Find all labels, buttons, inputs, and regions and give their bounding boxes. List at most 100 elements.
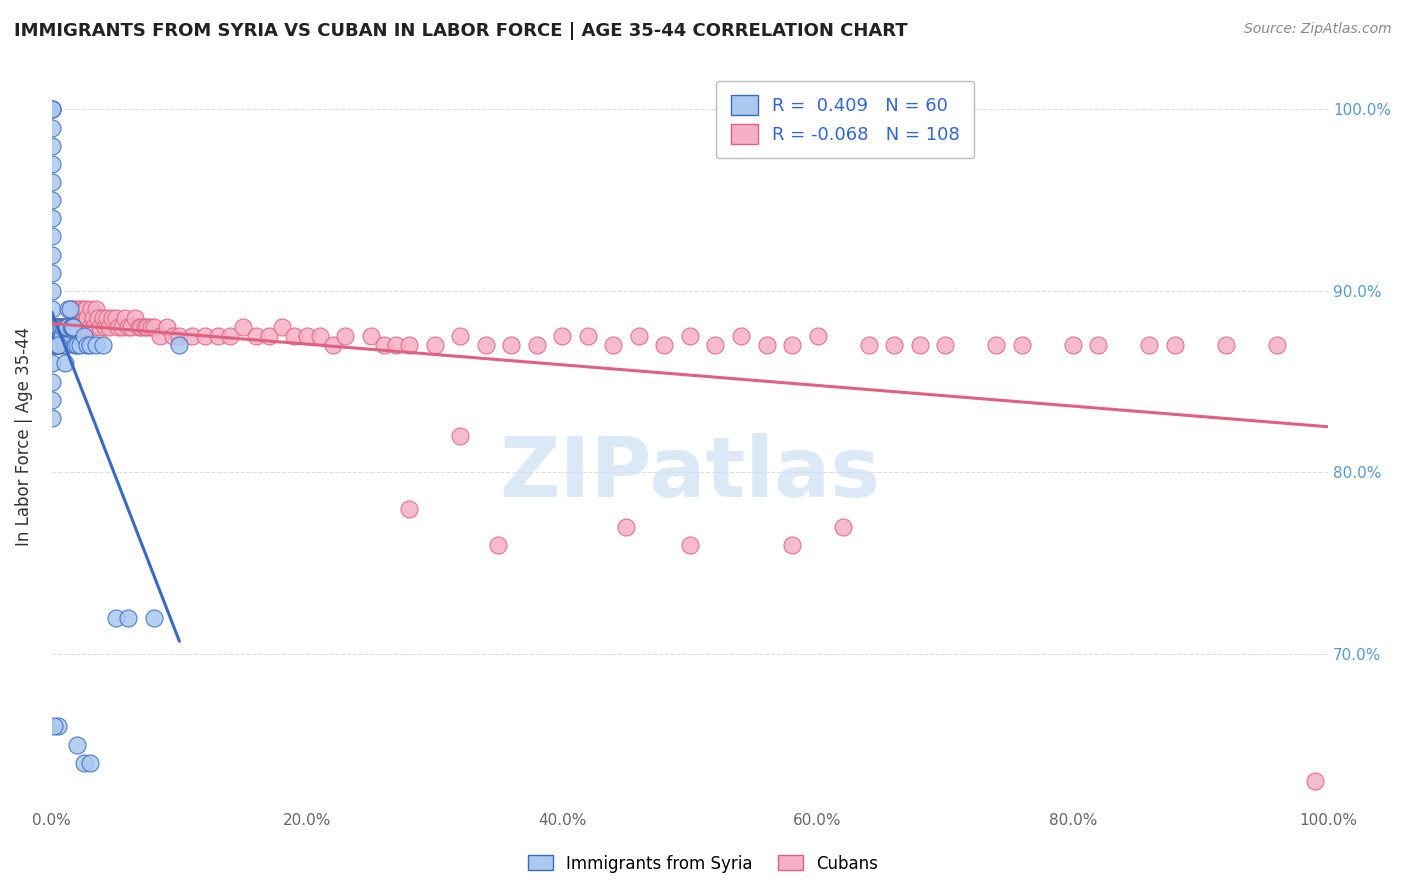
Point	[245, 329, 267, 343]
Point	[1305, 773, 1327, 788]
Point	[449, 429, 471, 443]
Point	[614, 520, 637, 534]
Point	[46, 320, 69, 334]
Point	[98, 320, 121, 334]
Point	[89, 320, 111, 334]
Point	[474, 338, 496, 352]
Legend: Immigrants from Syria, Cubans: Immigrants from Syria, Cubans	[522, 848, 884, 880]
Point	[46, 338, 69, 352]
Point	[149, 329, 172, 343]
Point	[80, 301, 103, 316]
Point	[41, 301, 63, 316]
Point	[82, 311, 104, 326]
Point	[46, 338, 69, 352]
Point	[730, 329, 752, 343]
Point	[194, 329, 217, 343]
Point	[41, 338, 63, 352]
Point	[832, 520, 855, 534]
Point	[94, 320, 117, 334]
Point	[44, 320, 66, 334]
Point	[56, 338, 79, 352]
Point	[117, 320, 139, 334]
Point	[41, 247, 63, 261]
Point	[55, 320, 77, 334]
Point	[162, 329, 184, 343]
Point	[360, 329, 382, 343]
Point	[59, 301, 82, 316]
Point	[1215, 338, 1237, 352]
Point	[270, 320, 292, 334]
Point	[49, 320, 72, 334]
Point	[65, 320, 87, 334]
Point	[41, 320, 63, 334]
Point	[488, 538, 510, 552]
Point	[60, 320, 83, 334]
Point	[858, 338, 880, 352]
Point	[41, 103, 63, 117]
Point	[128, 320, 150, 334]
Point	[41, 229, 63, 244]
Point	[53, 320, 76, 334]
Point	[41, 392, 63, 407]
Point	[41, 320, 63, 334]
Point	[53, 320, 76, 334]
Point	[44, 719, 66, 733]
Point	[62, 301, 84, 316]
Point	[1087, 338, 1109, 352]
Point	[398, 338, 420, 352]
Point	[58, 320, 80, 334]
Point	[52, 320, 75, 334]
Point	[73, 756, 96, 770]
Point	[44, 338, 66, 352]
Point	[41, 103, 63, 117]
Point	[63, 320, 86, 334]
Point	[373, 338, 395, 352]
Point	[322, 338, 344, 352]
Point	[1011, 338, 1033, 352]
Point	[104, 610, 127, 624]
Point	[69, 301, 91, 316]
Point	[86, 338, 108, 352]
Text: Source: ZipAtlas.com: Source: ZipAtlas.com	[1244, 22, 1392, 37]
Point	[136, 320, 159, 334]
Point	[934, 338, 956, 352]
Point	[117, 610, 139, 624]
Point	[46, 338, 69, 352]
Point	[86, 311, 108, 326]
Point	[181, 329, 204, 343]
Point	[142, 610, 165, 624]
Point	[45, 320, 67, 334]
Point	[780, 538, 803, 552]
Point	[56, 320, 79, 334]
Point	[76, 338, 98, 352]
Text: IMMIGRANTS FROM SYRIA VS CUBAN IN LABOR FORCE | AGE 35-44 CORRELATION CHART: IMMIGRANTS FROM SYRIA VS CUBAN IN LABOR …	[14, 22, 908, 40]
Point	[45, 338, 67, 352]
Point	[114, 311, 136, 326]
Point	[141, 320, 163, 334]
Point	[63, 338, 86, 352]
Point	[91, 311, 114, 326]
Point	[48, 320, 70, 334]
Point	[59, 320, 82, 334]
Point	[60, 320, 83, 334]
Point	[44, 320, 66, 334]
Point	[41, 211, 63, 226]
Point	[86, 301, 108, 316]
Point	[66, 301, 89, 316]
Point	[70, 320, 93, 334]
Point	[156, 320, 179, 334]
Point	[627, 329, 650, 343]
Point	[335, 329, 357, 343]
Point	[120, 320, 142, 334]
Point	[576, 329, 599, 343]
Point	[1062, 338, 1084, 352]
Point	[41, 120, 63, 135]
Point	[100, 311, 122, 326]
Point	[58, 301, 80, 316]
Point	[48, 338, 70, 352]
Point	[602, 338, 624, 352]
Point	[41, 157, 63, 171]
Point	[111, 320, 134, 334]
Point	[1139, 338, 1161, 352]
Point	[59, 320, 82, 334]
